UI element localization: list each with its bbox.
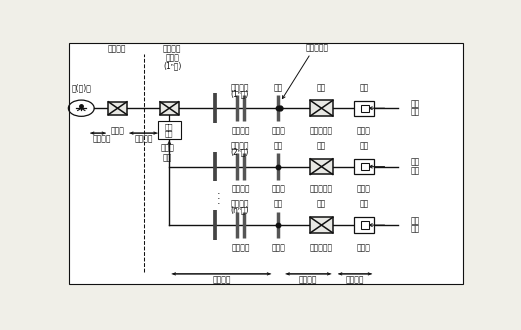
Text: 户内线缆: 户内线缆: [345, 276, 364, 285]
Text: 用户光缆: 用户光缆: [213, 276, 231, 285]
Text: 配线箱: 配线箱: [271, 243, 286, 252]
Text: 配线箱: 配线箱: [271, 126, 286, 135]
Text: 楼或单元: 楼或单元: [231, 83, 249, 92]
Bar: [361, 221, 369, 229]
Text: 插座: 插座: [411, 108, 419, 117]
Text: 户内: 户内: [317, 83, 326, 92]
Text: (2ⁿ楼): (2ⁿ楼): [231, 148, 249, 156]
Bar: [310, 217, 333, 233]
Text: 楼层: 楼层: [274, 200, 283, 209]
Bar: [361, 163, 369, 170]
Text: 配线
设备: 配线 设备: [165, 123, 173, 137]
Text: 建筑物外: 建筑物外: [107, 44, 126, 53]
Text: 光纤接续点: 光纤接续点: [306, 44, 329, 52]
Text: 家居配线箱: 家居配线箱: [310, 243, 333, 252]
Text: 配线设备: 配线设备: [231, 243, 250, 252]
Bar: [354, 101, 374, 116]
Bar: [160, 102, 179, 115]
Text: 户内: 户内: [359, 83, 368, 92]
Text: 插座: 插座: [411, 225, 419, 234]
Text: 配线设备: 配线设备: [231, 126, 250, 135]
Text: 家居配线箱: 家居配线箱: [310, 184, 333, 193]
Text: 建筑物内: 建筑物内: [163, 44, 181, 53]
Text: 配线箱: 配线箱: [271, 184, 286, 193]
Text: 用户接
入点: 用户接 入点: [160, 143, 174, 162]
Text: 配线设备: 配线设备: [231, 184, 250, 193]
Bar: [354, 159, 374, 174]
Text: (nⁿ楼): (nⁿ楼): [231, 206, 249, 215]
Text: 户内: 户内: [359, 141, 368, 150]
Text: 信息: 信息: [411, 216, 419, 225]
Text: 信息: 信息: [411, 158, 419, 167]
Bar: [108, 102, 127, 115]
Text: .: .: [217, 191, 220, 201]
Text: .: .: [217, 186, 220, 196]
Bar: [354, 217, 374, 233]
Text: 用户光缆: 用户光缆: [299, 276, 317, 285]
Text: 配线光缆: 配线光缆: [92, 134, 111, 144]
Bar: [361, 105, 369, 112]
Text: (1ⁿ楼): (1ⁿ楼): [163, 62, 181, 71]
Text: 设备间: 设备间: [110, 126, 125, 135]
Text: 信息: 信息: [411, 99, 419, 108]
Text: 终端盒: 终端盒: [357, 126, 371, 135]
Text: 终端盒: 终端盒: [357, 243, 371, 252]
Text: 家居配线箱: 家居配线箱: [310, 126, 333, 135]
Bar: [310, 100, 333, 116]
Text: (1ⁿ楼): (1ⁿ楼): [231, 89, 249, 98]
Text: 电信间: 电信间: [165, 53, 179, 62]
Text: 楼或单元: 楼或单元: [231, 141, 249, 150]
Text: 配线光缆: 配线光缆: [134, 134, 153, 144]
Text: 楼层: 楼层: [274, 83, 283, 92]
Text: 户内: 户内: [317, 141, 326, 150]
Text: 户内: 户内: [359, 200, 368, 209]
Text: 人(手)孔: 人(手)孔: [71, 83, 91, 92]
Text: 终端盒: 终端盒: [357, 184, 371, 193]
Text: 插座: 插座: [411, 166, 419, 175]
Text: 楼或单元: 楼或单元: [231, 200, 249, 209]
Text: .: .: [217, 196, 220, 206]
Text: 户内: 户内: [317, 200, 326, 209]
Bar: [157, 121, 181, 139]
Text: 楼层: 楼层: [274, 141, 283, 150]
Bar: [310, 159, 333, 175]
